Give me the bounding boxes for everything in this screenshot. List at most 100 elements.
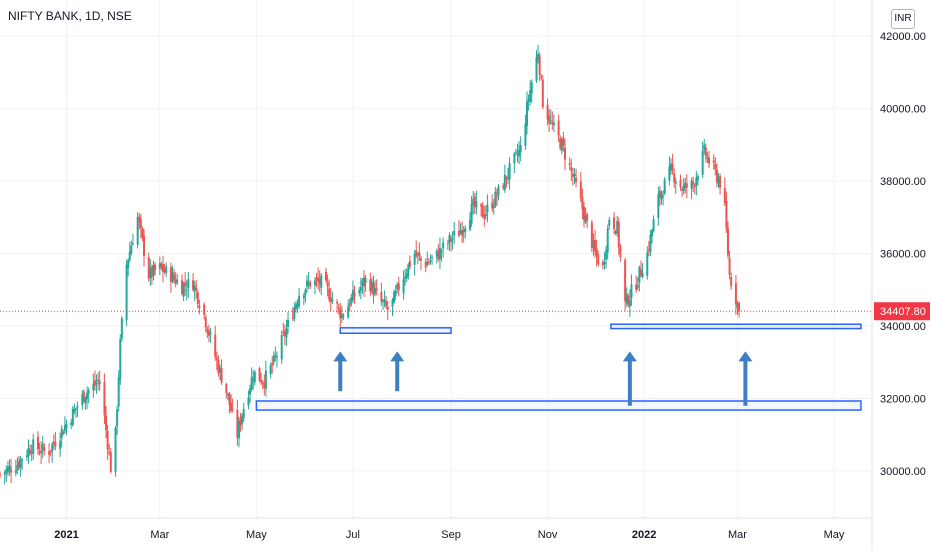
candle-body — [551, 122, 554, 124]
candle-body — [396, 284, 399, 289]
currency-button[interactable]: INR — [891, 9, 915, 29]
candle-body — [427, 261, 430, 263]
candle-body — [581, 197, 584, 209]
candle-body — [130, 245, 133, 254]
candle-body — [217, 360, 220, 374]
candle-body — [492, 205, 495, 209]
candle-body — [508, 163, 511, 180]
candle-body — [696, 176, 699, 181]
candle-body — [43, 447, 46, 451]
candle-body — [196, 292, 199, 304]
price-tick-label: 32000.00 — [880, 393, 926, 405]
candle-body — [402, 279, 405, 294]
candle-body — [404, 276, 407, 279]
candle-body — [617, 221, 620, 248]
candle-body — [525, 101, 528, 126]
candle-body — [98, 381, 101, 385]
candle-body — [309, 282, 312, 287]
candle-body — [304, 289, 307, 296]
candle-body — [369, 279, 372, 292]
candle-body — [165, 266, 168, 274]
candle-body — [386, 306, 389, 310]
candle-body — [0, 474, 1, 476]
candle-body — [152, 265, 155, 276]
candle-body — [52, 441, 55, 444]
last-price-badge-bg — [874, 302, 930, 321]
candle-body — [413, 253, 416, 265]
candle-body — [614, 231, 617, 234]
candle-body — [431, 257, 434, 259]
candle-body — [671, 163, 674, 171]
candle-body — [734, 283, 737, 305]
candle-body — [207, 330, 210, 336]
candle-body — [540, 76, 543, 78]
candle-body — [29, 450, 32, 454]
candle-body — [206, 328, 209, 333]
candle-body — [537, 54, 540, 60]
candle-body — [690, 180, 693, 189]
candle-body — [582, 206, 585, 221]
candle-body — [282, 331, 285, 333]
candle-body — [717, 178, 720, 184]
candle-body — [128, 251, 131, 260]
candle-body — [180, 280, 183, 294]
candle-body — [116, 409, 119, 427]
candle-body — [514, 151, 517, 153]
candle-body — [595, 248, 598, 256]
candle-body — [695, 177, 698, 187]
candle-body — [239, 419, 242, 426]
candle-body — [495, 195, 498, 197]
candle-body — [381, 301, 384, 303]
candle-body — [143, 235, 146, 257]
candle-body — [440, 251, 443, 253]
candle-body — [426, 262, 429, 265]
candle-body — [269, 365, 272, 375]
candle-body — [579, 181, 582, 199]
price-tick-label: 30000.00 — [880, 466, 926, 478]
candle-body — [176, 280, 179, 283]
candle-body — [660, 193, 663, 199]
candle-body — [215, 357, 218, 361]
price-tick-label: 36000.00 — [880, 249, 926, 261]
candle-body — [302, 295, 305, 299]
candle-body — [86, 392, 89, 400]
candle-body — [38, 451, 41, 453]
candle-body — [559, 138, 562, 149]
candle-body — [619, 246, 622, 258]
candle-body — [16, 464, 19, 471]
candle-body — [461, 229, 464, 236]
candle-body — [459, 230, 462, 233]
price-axis[interactable]: 30000.00 32000.00 34000.00 36000.00 38000.00… — [871, 0, 926, 550]
candle-body — [250, 376, 253, 390]
candle-body — [336, 301, 339, 304]
candle-body — [394, 290, 397, 296]
candle-body — [198, 305, 201, 308]
candle-body — [51, 444, 54, 452]
candle-body — [54, 441, 57, 447]
candle-body — [287, 320, 290, 327]
up-arrow-head — [738, 351, 753, 362]
support-zone-box — [255, 400, 862, 411]
candle-body — [586, 213, 589, 221]
candle-body — [174, 278, 177, 284]
candle-body — [670, 163, 673, 171]
candle-body — [204, 317, 207, 328]
time-axis[interactable]: 2021 Mar May Jul Sep Nov 2022 Mar May — [0, 517, 872, 541]
candle-body — [730, 277, 733, 287]
candle-body — [131, 243, 134, 245]
candle-body — [628, 299, 631, 307]
candle-body — [17, 461, 20, 467]
candle-body — [470, 203, 473, 224]
time-tick-label: May — [246, 529, 267, 541]
candle-body — [437, 252, 440, 260]
candle-body — [472, 199, 475, 205]
candle-body — [358, 290, 361, 294]
candle-body — [685, 183, 688, 188]
candle-body — [21, 459, 24, 461]
candle-body — [601, 261, 604, 266]
candle-body — [451, 238, 454, 240]
candle-body — [258, 368, 261, 381]
candle-body — [424, 261, 427, 268]
candle-body — [264, 370, 267, 389]
